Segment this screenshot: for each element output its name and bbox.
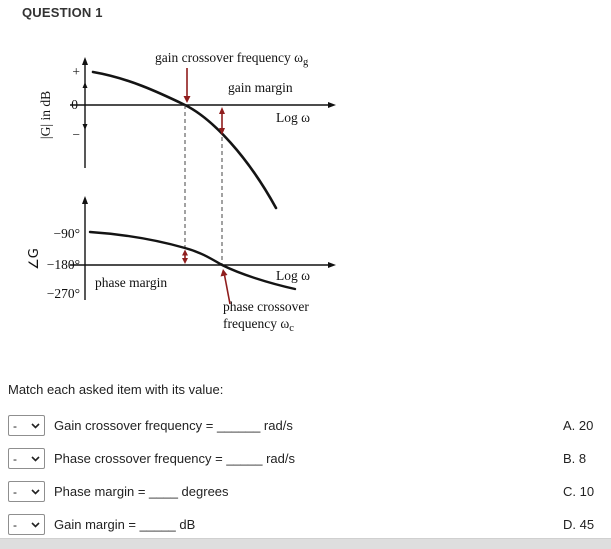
match-instruction: Match each asked item with its value: bbox=[8, 382, 224, 397]
phase-tick-90: −90° bbox=[53, 226, 80, 241]
gain-tick-plus: + bbox=[72, 64, 80, 79]
select-value: - bbox=[13, 517, 17, 532]
answer-select-phase-margin[interactable]: - bbox=[8, 481, 45, 502]
gain-tick-minus: − bbox=[72, 127, 80, 142]
gain-crossover-label: gain crossover frequency ωg bbox=[155, 50, 309, 68]
gain-crossover-subscript: g bbox=[303, 57, 309, 68]
phase-tick-180: −180° bbox=[47, 257, 80, 272]
phase-ylabel: ∠G bbox=[27, 248, 42, 270]
gain-crossover-arrowhead-icon bbox=[183, 96, 191, 103]
bode-plot-diagram: + 0 − |G| in dB Log ω gain crossover fre… bbox=[27, 50, 336, 334]
match-row-gain-margin: - Gain margin = _____ dB D. 45 bbox=[8, 508, 611, 541]
phase-curve bbox=[88, 230, 297, 291]
gain-y-axis-arrow-icon bbox=[82, 57, 88, 65]
chevron-down-icon bbox=[31, 422, 40, 429]
phase-margin-arrowhead-up-icon bbox=[182, 249, 188, 256]
phase-crossover-label-line1: phase crossover bbox=[223, 299, 309, 314]
gain-margin-arrowhead-up-icon bbox=[219, 107, 225, 114]
phase-margin-label: phase margin bbox=[95, 275, 167, 290]
chevron-down-icon bbox=[31, 455, 40, 462]
option-label-b: B. 8 bbox=[563, 451, 587, 466]
phase-crossover-subscript: c bbox=[289, 323, 294, 334]
answer-select-gain-margin[interactable]: - bbox=[8, 514, 45, 535]
chevron-down-icon bbox=[31, 488, 40, 495]
option-label-c: C. 10 bbox=[563, 484, 595, 499]
chevron-down-icon bbox=[31, 521, 40, 528]
footer-bar bbox=[0, 538, 611, 549]
phase-y-axis-arrow-icon bbox=[82, 196, 88, 204]
match-row-phase-margin: - Phase margin = ____ degrees C. 10 bbox=[8, 475, 611, 508]
answer-select-gain-crossover[interactable]: - bbox=[8, 415, 45, 436]
phase-crossover-arrowhead-icon bbox=[220, 269, 228, 277]
gain-margin-arrowhead-down-icon bbox=[219, 128, 225, 135]
select-value: - bbox=[13, 418, 17, 433]
phase-tick-270: −270° bbox=[47, 286, 80, 301]
answer-select-phase-crossover[interactable]: - bbox=[8, 448, 45, 469]
gain-margin-label: gain margin bbox=[228, 80, 293, 95]
match-item-label: Gain margin = _____ dB bbox=[54, 517, 196, 532]
gain-axis-up-arrow-icon bbox=[82, 82, 88, 88]
option-label-d: D. 45 bbox=[563, 517, 595, 532]
select-value: - bbox=[13, 451, 17, 466]
phase-margin-arrowhead-down-icon bbox=[182, 258, 188, 264]
select-value: - bbox=[13, 484, 17, 499]
phase-xlabel: Log ω bbox=[276, 268, 310, 283]
phase-crossover-arrow bbox=[223, 274, 231, 305]
question-title: QUESTION 1 bbox=[22, 5, 103, 20]
gain-xlabel: Log ω bbox=[276, 110, 310, 125]
match-row-phase-crossover: - Phase crossover frequency = _____ rad/… bbox=[8, 442, 611, 475]
match-item-label: Phase crossover frequency = _____ rad/s bbox=[54, 451, 296, 466]
phase-x-axis-arrow-icon bbox=[328, 262, 336, 268]
matching-section: Match each asked item with its value: - … bbox=[8, 382, 611, 541]
match-item-label: Gain crossover frequency = ______ rad/s bbox=[54, 418, 293, 433]
option-label-a: A. 20 bbox=[563, 418, 594, 433]
phase-crossover-label-line2: frequency ωc bbox=[223, 316, 294, 334]
match-row-gain-crossover: - Gain crossover frequency = ______ rad/… bbox=[8, 409, 611, 442]
gain-ylabel: |G| in dB bbox=[38, 91, 53, 139]
match-item-label: Phase margin = ____ degrees bbox=[54, 484, 229, 499]
gain-x-axis-arrow-icon bbox=[328, 102, 336, 108]
gain-tick-zero: 0 bbox=[71, 97, 78, 112]
gain-axis-down-arrow-icon bbox=[82, 124, 88, 130]
